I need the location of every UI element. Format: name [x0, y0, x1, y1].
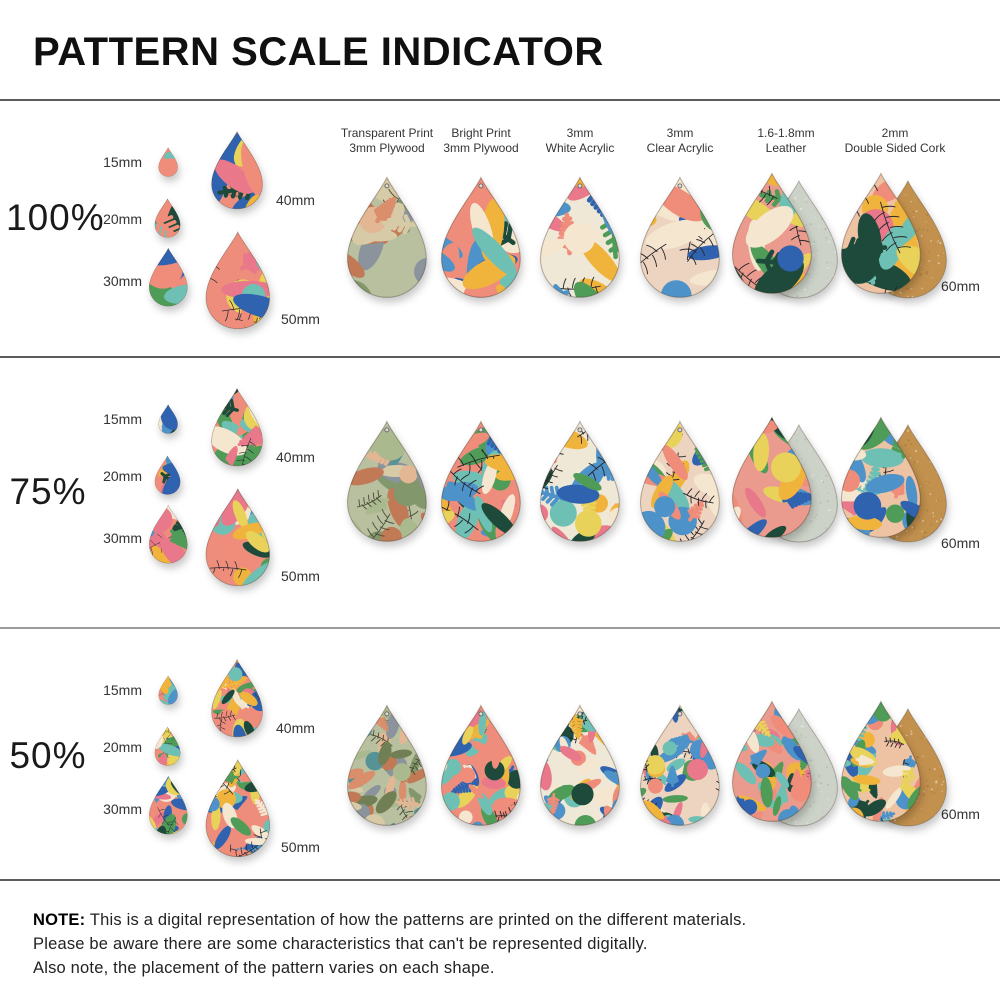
- size-drop-30mm: [148, 504, 189, 564]
- size-label-60mm: 60mm: [941, 806, 980, 822]
- size-drop-15mm: [158, 147, 178, 177]
- size-drop-50mm: [204, 758, 272, 858]
- page-title: PATTERN SCALE INDICATOR: [33, 30, 604, 74]
- size-label-40mm: 40mm: [276, 720, 315, 736]
- scale-label-50: 50%: [9, 735, 87, 776]
- size-drop-20mm: [154, 455, 181, 495]
- sample-bright-plywood: [439, 703, 523, 827]
- divider-top: [0, 99, 1000, 101]
- size-label-40mm: 40mm: [276, 449, 315, 465]
- sample-leather-front: [730, 699, 814, 823]
- scale-row-75: 75% 15mm 20mm 30mm 40mm 50mm 60mm: [0, 357, 1000, 628]
- drops-row-100: [0, 100, 1000, 357]
- size-drop-20mm: [154, 726, 181, 766]
- note-line-1: NOTE: This is a digital representation o…: [33, 911, 747, 929]
- sample-transparent-plywood: [345, 419, 429, 543]
- size-drop-20mm: [154, 198, 181, 238]
- divider-row1-row2: [0, 356, 1000, 358]
- size-drop-30mm: [148, 247, 189, 307]
- size-label-20mm: 20mm: [103, 211, 142, 227]
- size-label-50mm: 50mm: [281, 568, 320, 584]
- size-drop-40mm: [210, 658, 264, 738]
- size-label-30mm: 30mm: [103, 801, 142, 817]
- sample-cork: [839, 415, 957, 549]
- sample-white-acrylic: [538, 419, 622, 543]
- size-label-60mm: 60mm: [941, 535, 980, 551]
- drops-row-50: [0, 628, 1000, 880]
- size-drop-30mm: [148, 775, 189, 835]
- sample-transparent-plywood: [345, 703, 429, 827]
- sample-bright-plywood: [439, 419, 523, 543]
- sample-cork: [839, 171, 957, 305]
- scale-label-100: 100%: [6, 197, 105, 238]
- size-label-15mm: 15mm: [103, 154, 142, 170]
- size-drop-50mm: [204, 230, 272, 330]
- scale-label-75: 75%: [9, 471, 87, 512]
- divider-bottom: [0, 879, 1000, 881]
- size-drop-40mm: [210, 387, 264, 467]
- sample-cork-front: [839, 699, 923, 823]
- note-line-3: Also note, the placement of the pattern …: [33, 959, 495, 977]
- size-label-20mm: 20mm: [103, 739, 142, 755]
- scale-row-100: 100% 15mm 20mm 30mm 40mm 50mm 60mm: [0, 100, 1000, 357]
- size-drop-15mm: [158, 675, 178, 705]
- size-label-60mm: 60mm: [941, 278, 980, 294]
- size-label-15mm: 15mm: [103, 682, 142, 698]
- size-drop-40mm: [210, 130, 264, 210]
- header-transparent-plywood: Transparent Print 3mm Plywood: [340, 126, 434, 155]
- header-clear-acrylic: 3mm Clear Acrylic: [646, 126, 714, 155]
- sample-transparent-plywood: [345, 175, 429, 299]
- drops-row-75: [0, 357, 1000, 628]
- size-label-20mm: 20mm: [103, 468, 142, 484]
- sample-leather: [730, 699, 848, 833]
- divider-row2-row3: [0, 627, 1000, 629]
- note-label: NOTE:: [33, 911, 86, 929]
- sample-white-acrylic: [538, 175, 622, 299]
- header-white-acrylic: 3mm White Acrylic: [545, 126, 615, 155]
- scale-row-50: 50% 15mm 20mm 30mm 40mm 50mm 60mm: [0, 628, 1000, 880]
- sample-cork-front: [839, 171, 923, 295]
- sample-cork-front: [839, 415, 923, 539]
- header-bright-plywood: Bright Print 3mm Plywood: [443, 126, 519, 155]
- size-drop-50mm: [204, 487, 272, 587]
- sample-clear-acrylic: [638, 419, 722, 543]
- sample-leather-front: [730, 171, 814, 295]
- note: NOTE: This is a digital representation o…: [33, 908, 746, 980]
- size-label-50mm: 50mm: [281, 311, 320, 327]
- sample-leather: [730, 171, 848, 305]
- size-drop-15mm: [158, 404, 178, 434]
- sample-bright-plywood: [439, 175, 523, 299]
- sample-cork: [839, 699, 957, 833]
- note-line-2: Please be aware there are some character…: [33, 935, 648, 953]
- size-label-30mm: 30mm: [103, 273, 142, 289]
- header-leather: 1.6-1.8mm Leather: [757, 126, 815, 155]
- sample-white-acrylic: [538, 703, 622, 827]
- size-label-15mm: 15mm: [103, 411, 142, 427]
- sample-clear-acrylic: [638, 175, 722, 299]
- size-label-30mm: 30mm: [103, 530, 142, 546]
- size-label-40mm: 40mm: [276, 192, 315, 208]
- sample-clear-acrylic: [638, 703, 722, 827]
- size-label-50mm: 50mm: [281, 839, 320, 855]
- sample-leather-front: [730, 415, 814, 539]
- header-cork: 2mm Double Sided Cork: [844, 126, 946, 155]
- sample-leather: [730, 415, 848, 549]
